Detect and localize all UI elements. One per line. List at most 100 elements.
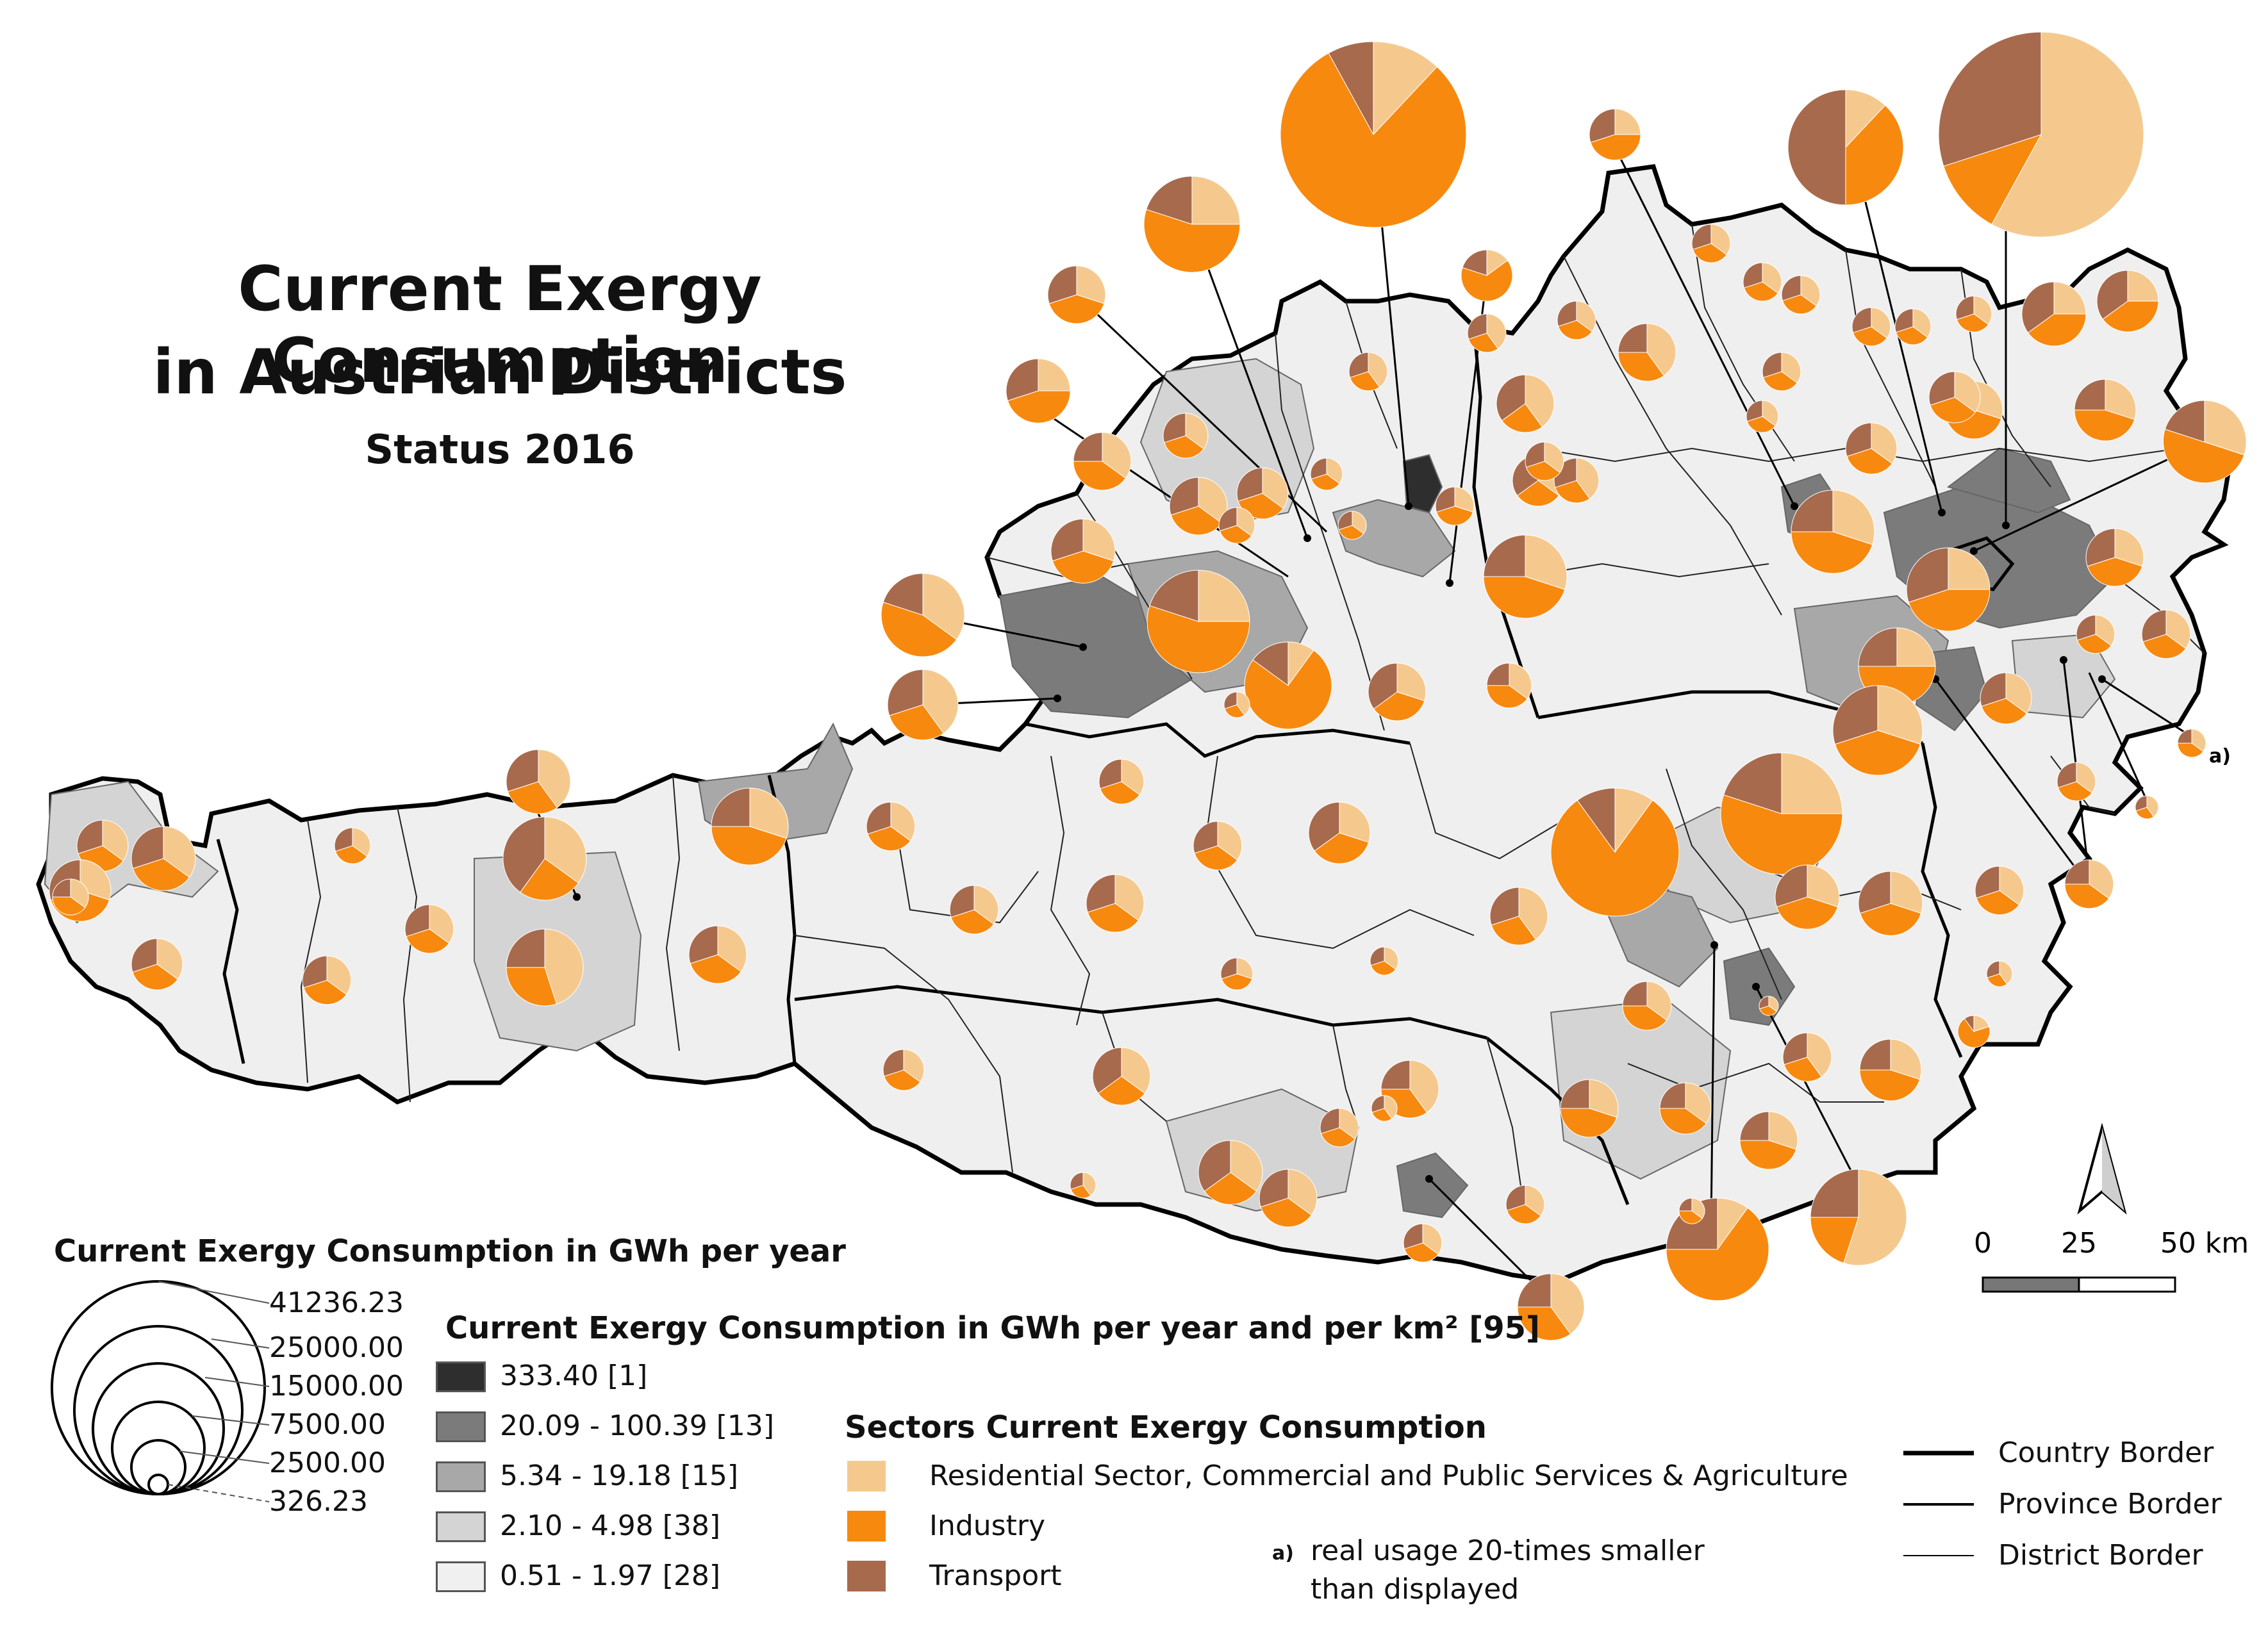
pie-slice-industry	[1678, 1210, 1703, 1224]
pie-slice-transport	[688, 925, 718, 964]
pie-slice-industry	[1468, 333, 1499, 353]
pie-slice-industry	[1517, 1306, 1571, 1341]
pie-slice-industry	[520, 858, 579, 901]
pie-slice-residential	[1102, 432, 1132, 479]
pie-slice-industry	[132, 964, 179, 991]
pie-slice-residential	[1038, 358, 1071, 391]
pie-slice-industry	[1506, 1204, 1541, 1224]
pie-slice-industry	[889, 704, 944, 741]
district-center-dot	[1054, 695, 1061, 702]
density-swatch-2	[436, 1411, 486, 1442]
district-border	[665, 775, 681, 1051]
pie-slice-residential	[1646, 323, 1676, 377]
pie-slice-industry	[1516, 480, 1560, 507]
size-circle-7500	[111, 1401, 206, 1495]
density-label-1: 333.40 [1]	[500, 1360, 648, 1392]
pie-slice-industry	[1219, 525, 1252, 544]
pie-slice-transport	[711, 787, 750, 827]
pie-slice-transport	[334, 827, 353, 852]
sector-swatch-transport	[847, 1561, 886, 1591]
pie-slice-transport	[2057, 762, 2077, 788]
size-legend-value-5: 2500.00	[269, 1447, 386, 1479]
pie-slice-industry	[1550, 800, 1680, 917]
district-center-dot	[1405, 502, 1412, 510]
district-center-dot	[1791, 502, 1798, 510]
pie-slice-residential	[1114, 874, 1145, 921]
pie-slice-industry	[1659, 1108, 1707, 1135]
district-center-dot	[2060, 656, 2067, 664]
district-center-dot	[2098, 675, 2106, 683]
size-circle-25000	[73, 1325, 244, 1495]
pie-slice-residential	[2053, 281, 2087, 315]
pie-slice-transport	[1483, 534, 1526, 577]
pie-slice-industry	[1048, 294, 1105, 324]
pie-slice-residential	[1843, 1169, 1907, 1266]
pie-slice-residential	[1076, 265, 1106, 304]
pie-slice-industry	[867, 826, 911, 851]
scale-bar-dark	[1982, 1276, 2080, 1293]
leader-line	[1755, 986, 1860, 1186]
pie-slice-residential	[1781, 752, 1843, 814]
pie-slice-transport	[1775, 864, 1808, 908]
pie-slice-transport	[949, 885, 975, 918]
pie-slice-transport	[1146, 176, 1193, 225]
north-arrow	[2077, 1122, 2127, 1215]
pie-slice-residential	[1352, 511, 1367, 534]
leader-line	[1191, 224, 1309, 539]
pie-slice-residential	[163, 826, 196, 878]
density-label-2: 20.09 - 100.39 [13]	[500, 1410, 775, 1442]
pie-slice-industry	[1895, 326, 1928, 345]
border-label-district: District Border	[1998, 1539, 2203, 1572]
district-center-dot	[1938, 509, 1946, 516]
pie-slice-industry	[1791, 531, 1873, 574]
pie-slice-residential	[352, 827, 371, 857]
pie-slice-industry	[1957, 1018, 1991, 1048]
district-center-dot	[1752, 983, 1760, 991]
district-center-dot	[1970, 547, 1978, 555]
pie-slice-industry	[950, 909, 995, 935]
pie-slice-transport	[1938, 31, 2042, 167]
pie-slice-residential	[717, 925, 747, 973]
leader-line	[1973, 441, 2205, 552]
pie-slice-residential	[2076, 762, 2096, 794]
pie-slice-residential	[1896, 627, 1936, 667]
pie-slice-transport	[1746, 400, 1763, 422]
pie-slice-transport	[1517, 1273, 1552, 1308]
pie-slice-transport	[1486, 662, 1510, 686]
pie-slice-transport	[2064, 859, 2090, 885]
district-center-dot	[573, 893, 581, 901]
pie-slice-transport	[2085, 528, 2115, 567]
pie-slice-industry	[1314, 832, 1370, 864]
pie-slice-residential	[2105, 379, 2137, 420]
sector-label-industry: Industry	[929, 1509, 1045, 1542]
pie-slice-transport	[1781, 275, 1801, 301]
pie-slice-industry	[1260, 1197, 1312, 1228]
density-swatch-4	[436, 1511, 486, 1542]
pie-slice-transport	[1489, 887, 1519, 926]
pie-slice-residential	[1871, 422, 1898, 465]
pie-slice-transport	[1403, 1223, 1423, 1249]
pie-slice-industry	[1501, 403, 1543, 433]
pie-slice-transport	[1348, 352, 1369, 378]
pie-slice-industry	[883, 1069, 921, 1091]
pie-slice-transport	[1974, 866, 2000, 899]
pie-slice-transport	[2076, 614, 2096, 641]
pie-slice-transport	[1782, 1032, 1808, 1065]
district-border	[1050, 755, 1091, 1026]
pie-slice-residential	[1762, 400, 1779, 427]
pie-slice-transport	[1762, 352, 1782, 378]
pie-slice-industry	[1622, 1005, 1668, 1031]
pie-slice-industry	[406, 928, 450, 954]
pie-slice-industry	[1859, 1069, 1921, 1101]
pie-slice-industry	[303, 980, 347, 1005]
pie-slice-residential	[1710, 224, 1731, 256]
pie-slice-industry	[711, 826, 787, 866]
pie-slice-industry	[1403, 1242, 1439, 1263]
pie-slice-transport	[2141, 609, 2167, 643]
size-tick	[158, 1281, 270, 1304]
pie-slice-transport	[1308, 802, 1340, 851]
scale-label-25: 25	[2061, 1227, 2097, 1260]
pie-slice-transport	[1236, 467, 1263, 502]
pie-slice-transport	[1086, 874, 1116, 913]
